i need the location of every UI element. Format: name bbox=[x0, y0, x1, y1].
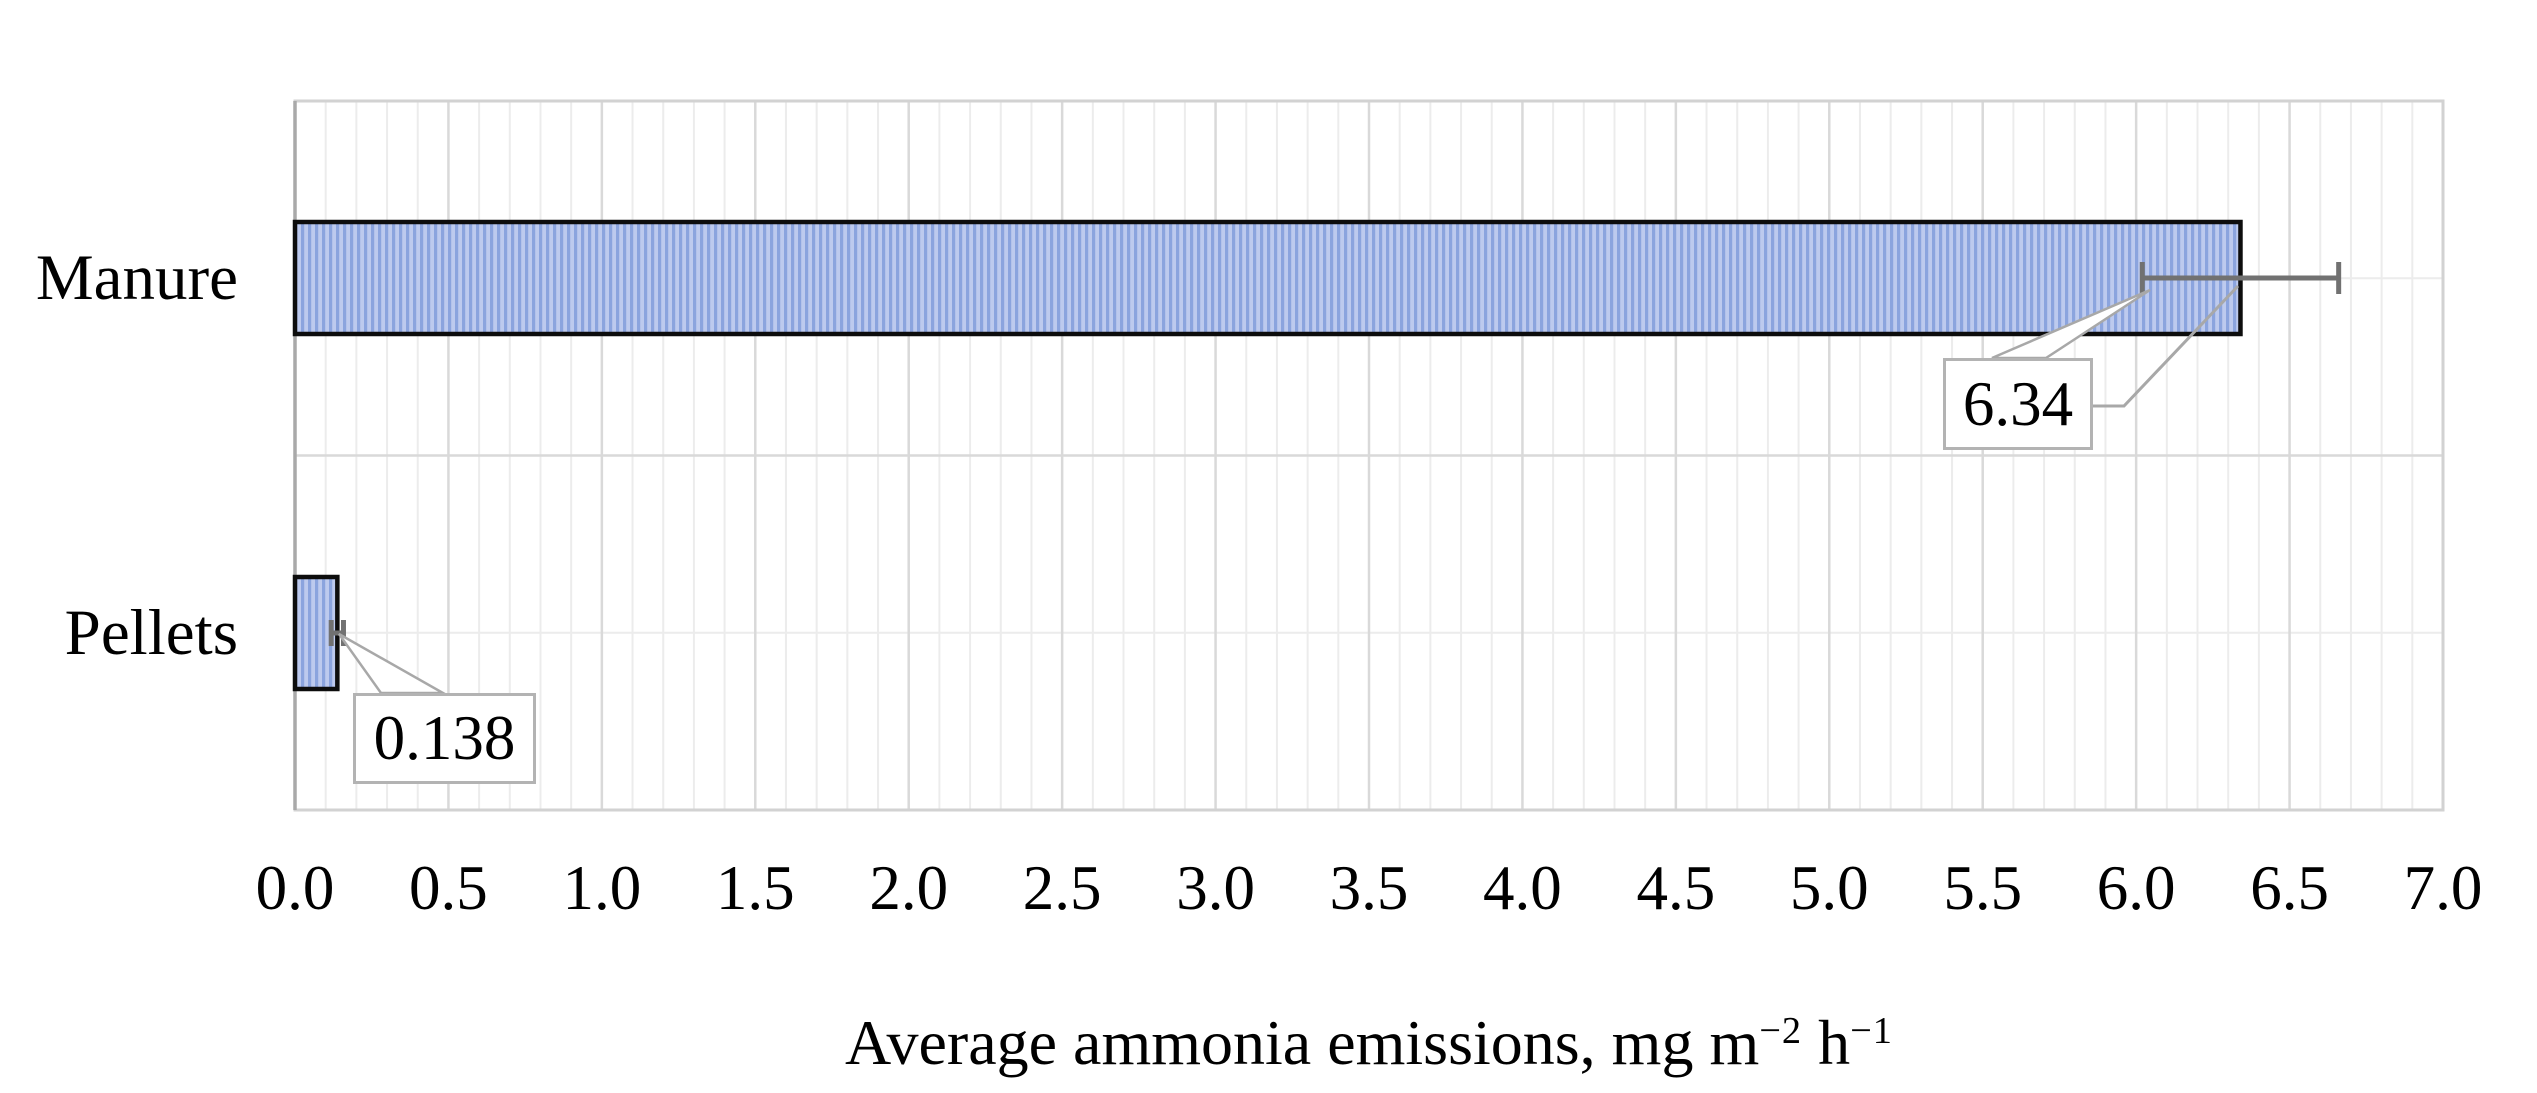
gridlines-major bbox=[295, 101, 2443, 810]
x-axis-title: Average ammonia emissions, mg m−2 h−1 bbox=[295, 996, 2443, 1078]
x-tick-label-7.0: 7.0 bbox=[2403, 853, 2483, 923]
category-label-pellets: Pellets bbox=[64, 597, 238, 669]
x-tick-label-5.0: 5.0 bbox=[1789, 853, 1869, 923]
leader-line-manure bbox=[2093, 284, 2240, 408]
leader-wedge-pellets bbox=[337, 632, 448, 695]
x-tick-label-5.5: 5.5 bbox=[1943, 853, 2023, 923]
data-label-pellets: 0.138 bbox=[353, 693, 536, 784]
x-tick-label-2.0: 2.0 bbox=[869, 853, 949, 923]
x-tick-label-1.0: 1.0 bbox=[562, 853, 642, 923]
x-axis-title-superscript: −1 bbox=[1850, 1010, 1893, 1052]
category-label-manure: Manure bbox=[35, 242, 238, 314]
x-tick-label-1.5: 1.5 bbox=[715, 853, 795, 923]
plot-frame bbox=[293, 99, 2445, 812]
x-axis-title-text: h bbox=[1802, 1007, 1851, 1078]
data-label-manure: 6.34 bbox=[1943, 358, 2093, 450]
x-tick-label-0.0: 0.0 bbox=[255, 853, 335, 923]
x-tick-label-6.5: 6.5 bbox=[2250, 853, 2329, 923]
x-axis-title-text: Average ammonia emissions, mg m bbox=[845, 1007, 1760, 1078]
bar-manure bbox=[292, 219, 2243, 337]
x-tick-label-3.0: 3.0 bbox=[1176, 853, 1255, 923]
bars bbox=[292, 219, 2243, 692]
x-tick-label-4.5: 4.5 bbox=[1636, 853, 1716, 923]
x-tick-label-0.5: 0.5 bbox=[409, 853, 488, 923]
error-bar-manure bbox=[2139, 262, 2342, 294]
x-axis-title-superscript: −2 bbox=[1759, 1010, 1803, 1052]
x-tick-label-4.0: 4.0 bbox=[1483, 853, 1562, 923]
x-tick-label-3.5: 3.5 bbox=[1329, 853, 1409, 923]
x-tick-label-2.5: 2.5 bbox=[1022, 853, 1102, 923]
x-tick-label-6.0: 6.0 bbox=[2096, 853, 2176, 923]
